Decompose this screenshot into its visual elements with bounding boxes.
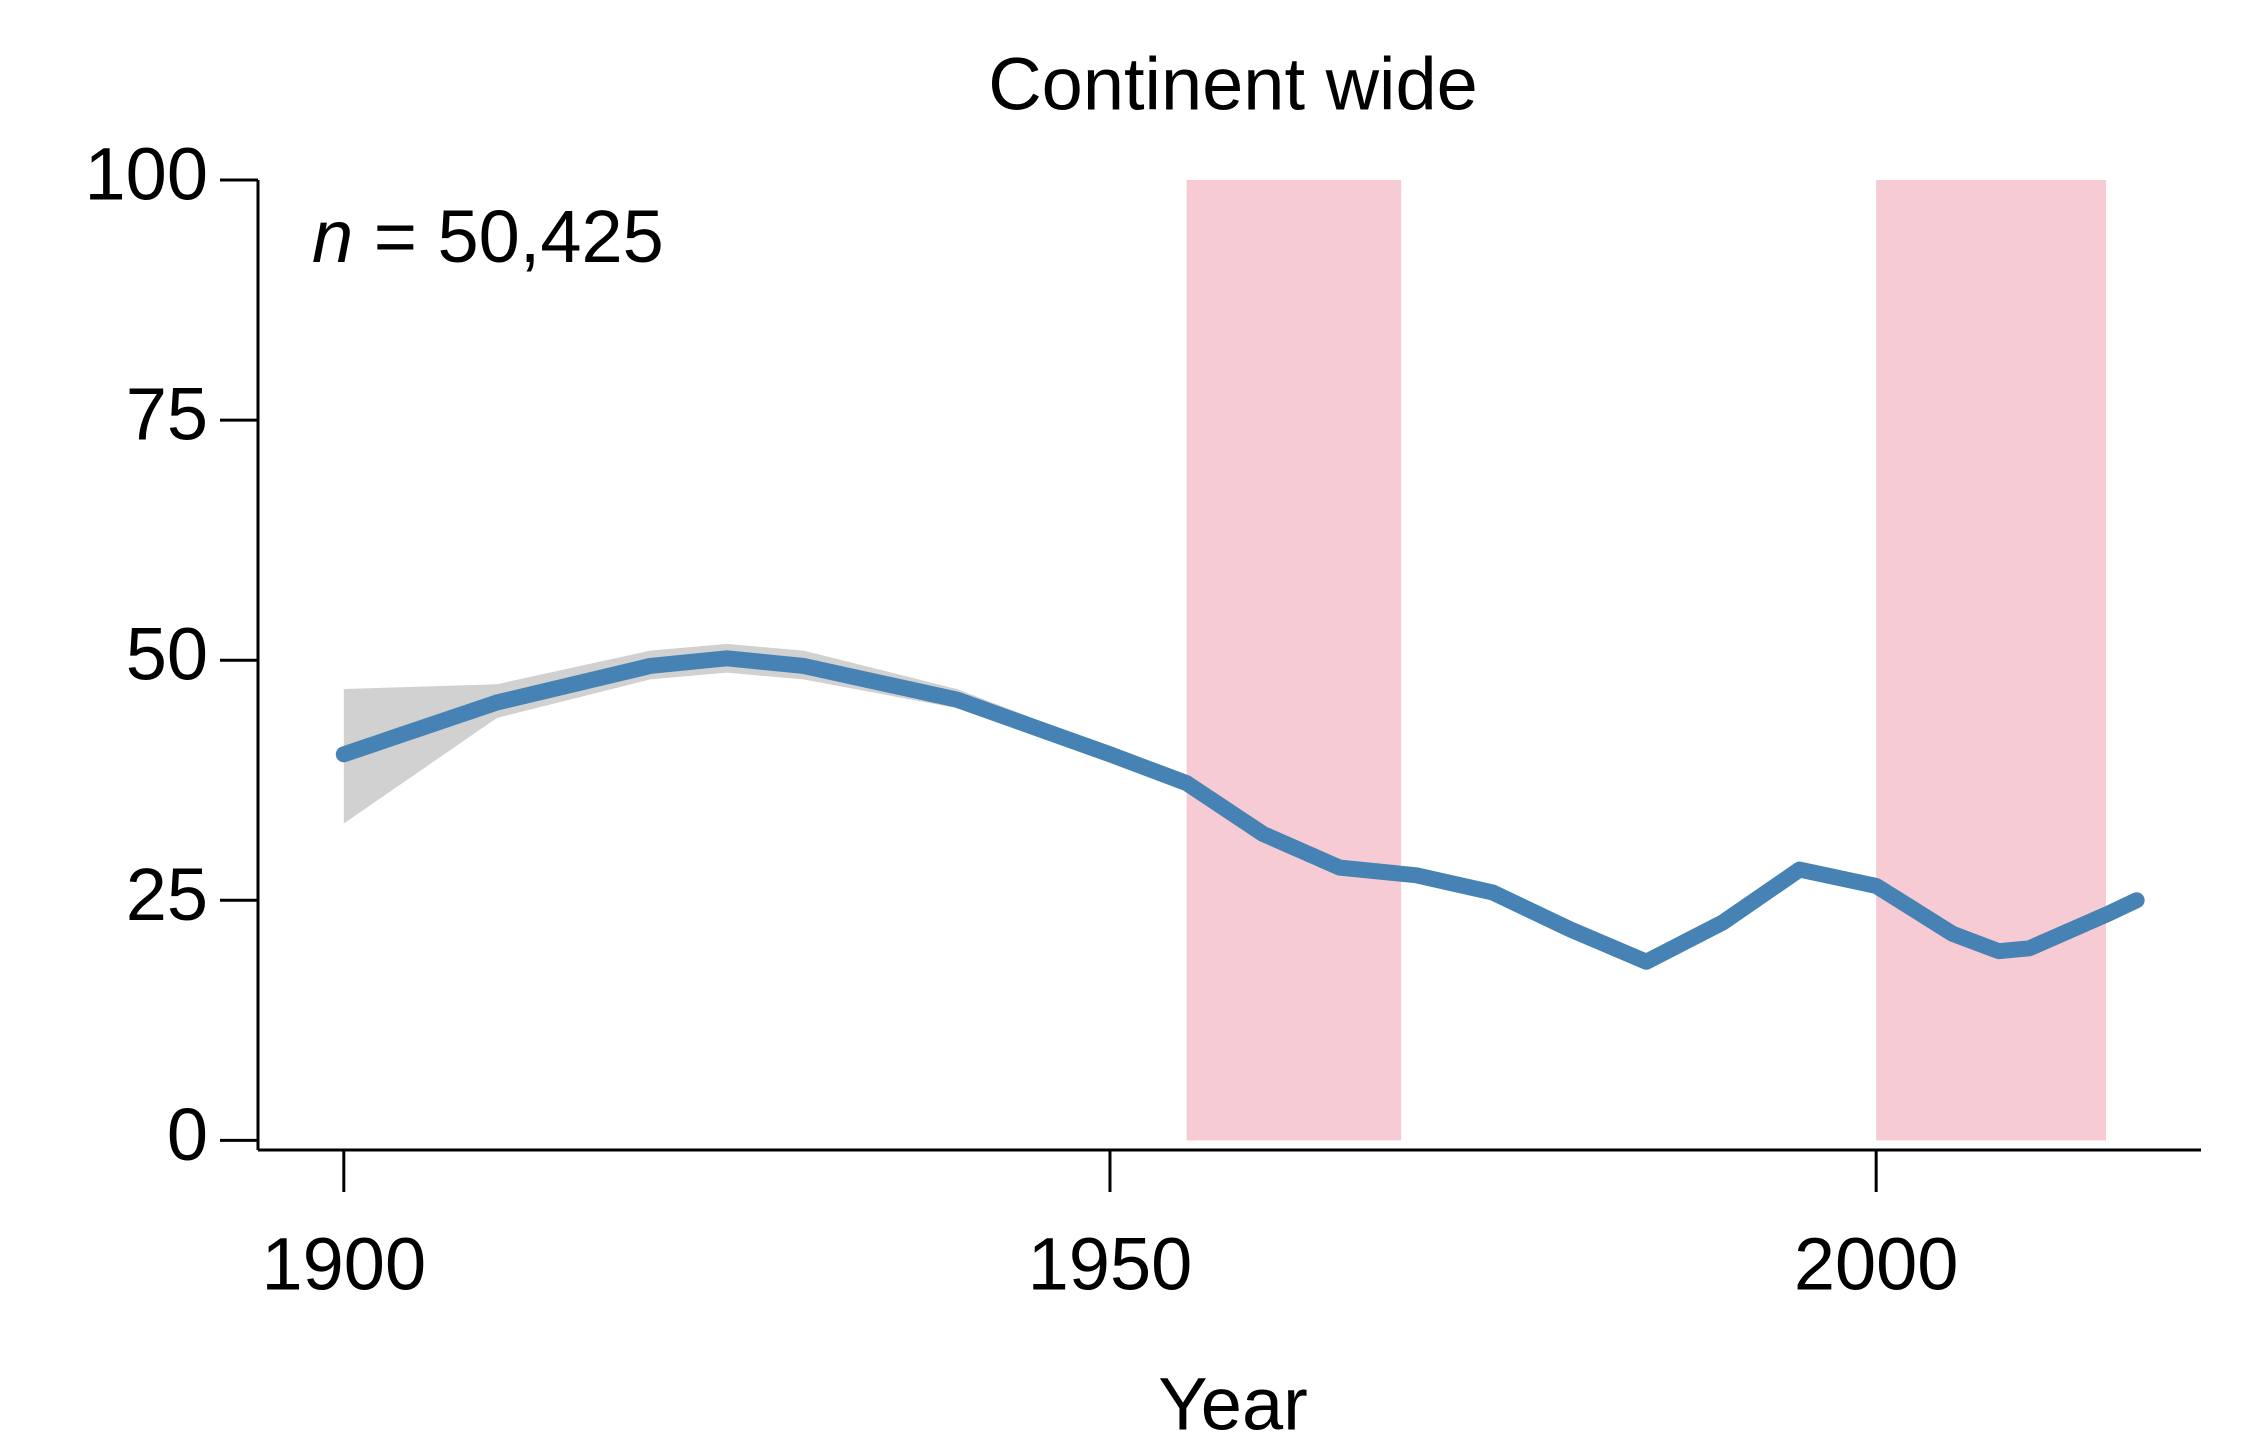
y-tick-label: 100 bbox=[85, 133, 208, 216]
chart-title: Continent wide bbox=[988, 43, 1478, 126]
x-tick-label: 1900 bbox=[261, 1223, 426, 1306]
trend-line bbox=[335, 650, 2145, 970]
x-tick-label: 2000 bbox=[1794, 1223, 1959, 1306]
y-tick-label: 25 bbox=[126, 853, 208, 936]
x-axis-label: Year bbox=[1158, 1363, 1308, 1446]
highlight-span bbox=[1186, 180, 1402, 1141]
annotation-text: = 50,425 bbox=[353, 195, 664, 278]
highlight-span bbox=[1876, 180, 2106, 1141]
y-tick-label: 50 bbox=[126, 613, 208, 696]
annotation-symbol: n bbox=[312, 195, 353, 278]
annotation: n = 50,425 bbox=[312, 195, 664, 278]
y-tick-label: 75 bbox=[126, 373, 208, 456]
x-tick-label: 1950 bbox=[1028, 1223, 1193, 1306]
y-tick-label: 0 bbox=[167, 1093, 208, 1176]
